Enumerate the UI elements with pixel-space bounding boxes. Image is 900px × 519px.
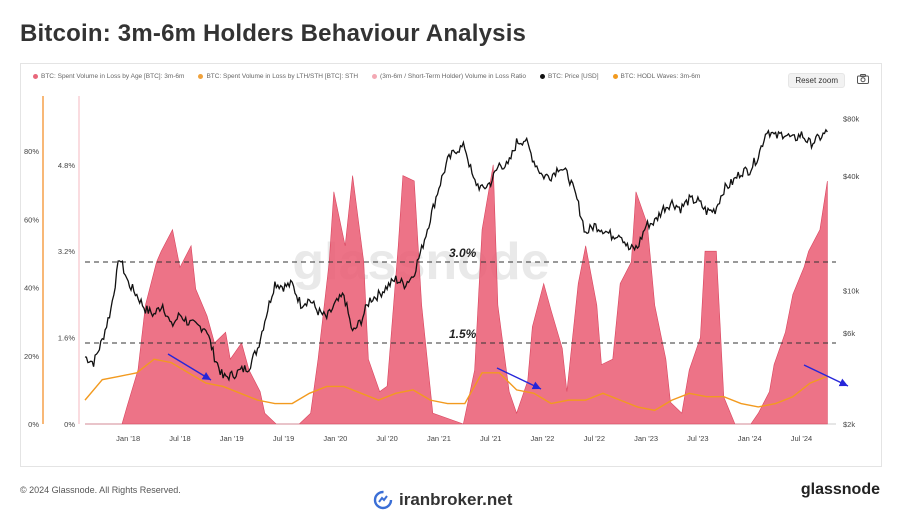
legend-label: BTC: Spent Volume in Loss by Age [BTC]: … <box>41 73 185 80</box>
y-outer-tick-label: 80% <box>24 147 39 156</box>
y-inner-tick-label: 0% <box>64 420 75 429</box>
legend-item-ratio[interactable]: (3m-6m / Short-Term Holder) Volume in Lo… <box>372 73 526 80</box>
threshold-label: 3.0% <box>449 246 477 260</box>
y-outer-tick-label: 40% <box>24 284 39 293</box>
x-tick-label: Jul '20 <box>376 434 397 443</box>
camera-icon[interactable] <box>857 74 869 84</box>
legend-swatch-icon <box>372 74 378 79</box>
reset-zoom-button[interactable]: Reset zoom <box>788 73 845 88</box>
x-tick-label: Jul '23 <box>687 434 708 443</box>
x-tick-label: Jan '21 <box>427 434 451 443</box>
legend: BTC: Spent Volume in Loss by Age [BTC]: … <box>33 73 700 80</box>
x-tick-label: Jul '22 <box>584 434 605 443</box>
iranbroker-text: iranbroker.net <box>399 490 513 509</box>
brand-logo: glassnode <box>800 481 880 498</box>
x-tick-label: Jan '23 <box>634 434 658 443</box>
y-right-tick-label: $10k <box>843 287 860 296</box>
ratio-area <box>85 164 828 425</box>
copyright: © 2024 Glassnode. All Rights Reserved. <box>20 485 181 495</box>
legend-item-hodl-waves[interactable]: BTC: HODL Waves: 3m-6m <box>612 73 701 80</box>
legend-item-price[interactable]: BTC: Price [USD] <box>539 73 599 80</box>
hodl-waves-line <box>84 358 828 412</box>
x-tick-label: Jan '18 <box>116 434 140 443</box>
x-tick-label: Jan '22 <box>531 434 555 443</box>
x-tick-label: Jul '19 <box>273 434 294 443</box>
x-tick-label: Jul '21 <box>480 434 501 443</box>
legend-item-sth-volume[interactable]: BTC: Spent Volume in Loss by LTH/STH [BT… <box>198 73 358 80</box>
legend-label: BTC: Spent Volume in Loss by LTH/STH [BT… <box>206 73 359 80</box>
legend-swatch-icon <box>33 74 38 79</box>
chart-plot: glassnode0%20%40%60%80%0%1.6%3.2%4.8%$2k… <box>24 96 860 443</box>
y-right-tick-label: $40k <box>843 172 860 181</box>
iranbroker-icon <box>373 490 393 510</box>
legend-label: BTC: HODL Waves: 3m-6m <box>620 73 701 80</box>
trend-arrow <box>803 364 849 387</box>
x-tick-label: Jul '24 <box>791 434 812 443</box>
trend-arrow <box>167 353 212 381</box>
x-tick-label: Jul '18 <box>169 434 190 443</box>
legend-swatch-icon <box>198 74 204 79</box>
x-tick-label: Jan '24 <box>738 434 762 443</box>
btc-price-line <box>84 128 828 382</box>
y-inner-tick-label: 3.2% <box>58 247 75 256</box>
legend-label: (3m-6m / Short-Term Holder) Volume in Lo… <box>380 73 526 80</box>
y-outer-tick-label: 20% <box>24 352 39 361</box>
legend-swatch-icon <box>539 74 545 79</box>
y-outer-tick-label: 60% <box>24 215 39 224</box>
y-inner-tick-label: 1.6% <box>58 334 75 343</box>
chart-frame: BTC: Spent Volume in Loss by Age [BTC]: … <box>20 63 882 467</box>
y-outer-tick-label: 0% <box>28 420 39 429</box>
y-right-tick-label: $2k <box>843 420 855 429</box>
trend-arrow <box>496 367 542 390</box>
y-right-tick-label: $6k <box>843 329 855 338</box>
x-tick-label: Jan '19 <box>220 434 244 443</box>
page-title: Bitcoin: 3m-6m Holders Behaviour Analysi… <box>20 20 527 47</box>
iranbroker-logo: iranbroker.net <box>373 490 512 510</box>
y-inner-tick-label: 4.8% <box>58 161 75 170</box>
y-right-tick-label: $80k <box>843 114 860 123</box>
x-tick-label: Jan '20 <box>323 434 347 443</box>
legend-item-3m-6m-volume[interactable]: BTC: Spent Volume in Loss by Age [BTC]: … <box>33 73 184 80</box>
legend-swatch-icon <box>612 74 618 79</box>
threshold-label: 1.5% <box>449 327 477 341</box>
legend-label: BTC: Price [USD] <box>547 73 599 80</box>
